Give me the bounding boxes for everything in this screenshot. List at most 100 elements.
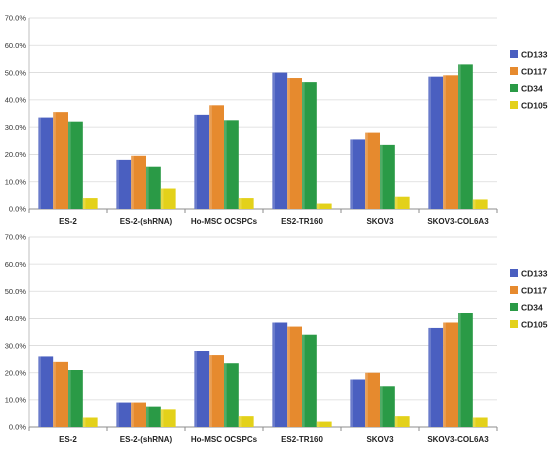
bar-cd105-3	[316, 203, 332, 209]
x-category-label: Ho-MSC OCSPCs	[191, 217, 258, 226]
bar-highlight	[443, 75, 446, 209]
y-tick-label: 10.0%	[5, 177, 27, 186]
bar-highlight	[209, 355, 212, 427]
legend-label: CD133	[521, 50, 548, 60]
x-category-label: SKOV3-COL6A3	[427, 435, 489, 444]
bar-cd105-1	[160, 409, 176, 427]
legend-swatch-cd117	[510, 67, 518, 75]
x-category-label: ES-2	[59, 217, 77, 226]
bar-highlight	[38, 117, 42, 209]
bar-cd34-3	[302, 82, 317, 209]
bar-highlight	[68, 370, 71, 427]
bar-cd105-0	[82, 417, 98, 427]
bar-highlight	[443, 322, 446, 427]
bar-cd133-5	[428, 327, 444, 427]
y-tick-label: 50.0%	[5, 287, 27, 296]
bar-highlight	[380, 386, 383, 427]
bar-cd34-0	[68, 370, 83, 427]
x-category-label: SKOV3	[366, 435, 394, 444]
bar-highlight	[394, 196, 398, 209]
bar-highlight	[53, 112, 56, 209]
bar-highlight	[82, 417, 86, 427]
bar-cd117-3	[287, 78, 302, 210]
bar-highlight	[116, 402, 120, 427]
bar-highlight	[428, 76, 432, 210]
bar-highlight	[350, 139, 354, 209]
bar-cd105-4	[394, 416, 410, 427]
bar-cd105-5	[472, 199, 488, 209]
bar-highlight	[287, 78, 290, 210]
bar-cd34-5	[458, 64, 473, 209]
bar-highlight	[302, 82, 305, 209]
bar-chart-bottom: 0.0% 10.0% 20.0% 30.0% 40.0% 50.0% 60.0% 70.0% E…	[5, 233, 548, 444]
x-category-label: ES-2-(shRNA)	[120, 217, 173, 226]
bar-cd133-5	[428, 76, 444, 210]
bar-cd105-4	[394, 196, 410, 209]
bar-cd133-3	[272, 322, 288, 427]
bar-cd34-4	[380, 144, 395, 209]
bar-highlight	[472, 417, 476, 427]
bar-cd34-1	[146, 166, 161, 209]
bar-cd117-1	[131, 155, 146, 209]
y-tick-label: 40.0%	[5, 314, 27, 323]
y-tick-label: 50.0%	[5, 68, 27, 77]
bar-highlight	[238, 198, 242, 209]
bar-cd117-3	[287, 326, 302, 427]
bar-highlight	[53, 361, 56, 427]
bar-cd105-0	[82, 198, 98, 209]
y-tick-label: 10.0%	[5, 396, 27, 405]
bar-highlight	[272, 72, 276, 209]
y-tick-label: 0.0%	[9, 423, 26, 432]
bar-highlight	[224, 120, 227, 209]
bar-highlight	[238, 416, 242, 427]
bar-cd34-4	[380, 386, 395, 427]
bar-cd34-3	[302, 334, 317, 427]
y-tick-label: 0.0%	[9, 205, 26, 214]
bar-cd133-4	[350, 379, 366, 427]
bar-highlight	[146, 406, 149, 427]
bar-cd117-0	[53, 112, 68, 209]
x-category-label: ES2-TR160	[281, 435, 323, 444]
legend-swatch-cd133	[510, 269, 518, 277]
bar-cd133-1	[116, 159, 132, 209]
y-tick-label: 30.0%	[5, 341, 27, 350]
legend-label: CD117	[521, 67, 547, 77]
x-category-label: ES2-TR160	[281, 217, 323, 226]
bar-cd117-4	[365, 372, 380, 427]
bar-cd105-2	[238, 416, 254, 427]
bar-highlight	[458, 313, 461, 427]
bar-highlight	[380, 144, 383, 209]
bar-cd105-2	[238, 198, 254, 209]
bar-cd105-5	[472, 417, 488, 427]
bar-highlight	[302, 334, 305, 427]
legend-swatch-cd133	[510, 50, 518, 58]
legend-swatch-cd117	[510, 286, 518, 294]
bar-cd133-2	[194, 351, 210, 427]
bar-highlight	[365, 372, 368, 427]
bar-cd133-4	[350, 139, 366, 209]
bar-cd133-3	[272, 72, 288, 209]
bar-highlight	[194, 114, 198, 209]
x-category-label: SKOV3-COL6A3	[427, 217, 489, 226]
y-tick-label: 20.0%	[5, 150, 27, 159]
legend-label: CD105	[521, 320, 548, 330]
bar-cd105-1	[160, 188, 176, 209]
bar-chart-top: 0.0% 10.0% 20.0% 30.0% 40.0% 50.0% 60.0% 70.0% E…	[5, 14, 548, 226]
bar-cd117-2	[209, 105, 224, 209]
legend-label: CD105	[521, 101, 548, 111]
bar-highlight	[316, 203, 320, 209]
bar-cd117-1	[131, 402, 146, 427]
legend-swatch-cd105	[510, 320, 518, 328]
x-category-label: ES-2-(shRNA)	[120, 435, 173, 444]
bar-cd117-4	[365, 132, 380, 209]
bar-highlight	[131, 155, 134, 209]
bar-highlight	[82, 198, 86, 209]
bar-highlight	[38, 356, 42, 427]
legend-label: CD133	[521, 269, 548, 279]
bar-highlight	[146, 166, 149, 209]
bar-highlight	[472, 199, 476, 209]
y-tick-label: 60.0%	[5, 41, 27, 50]
bar-cd34-5	[458, 313, 473, 427]
bar-cd117-5	[443, 75, 458, 209]
bar-highlight	[272, 322, 276, 427]
